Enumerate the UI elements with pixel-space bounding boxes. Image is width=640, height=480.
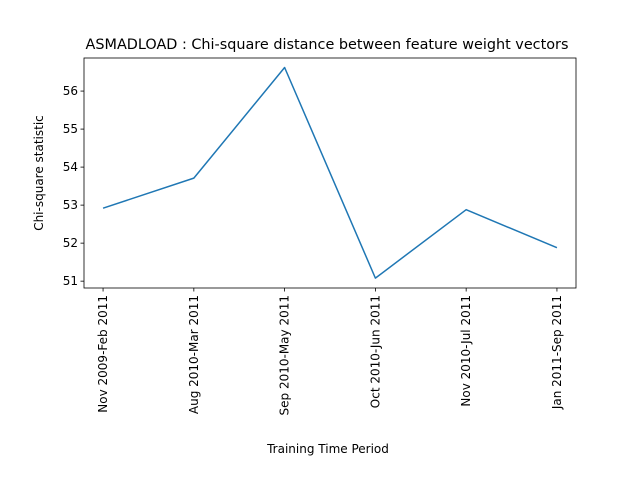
y-tick-label: 52 [63, 236, 78, 250]
y-tick-label: 53 [63, 198, 78, 212]
y-tick-label: 55 [63, 122, 78, 136]
y-tick-label: 56 [63, 84, 78, 98]
x-tick-label: Nov 2009-Feb 2011 [96, 295, 110, 413]
x-axis-label: Training Time Period [266, 442, 389, 456]
y-tick-label: 51 [63, 274, 78, 288]
x-tick-label: Oct 2010-Jun 2011 [368, 295, 382, 408]
line-series [102, 66, 558, 279]
plot-frame [83, 57, 577, 289]
chart-title: ASMADLOAD : Chi-square distance between … [86, 37, 569, 53]
x-tick-label: Aug 2010-Mar 2011 [187, 295, 201, 414]
x-tick-label: Jan 2011-Sep 2011 [550, 295, 564, 410]
y-tick-label: 54 [63, 160, 78, 174]
y-axis-label: Chi-square statistic [32, 115, 46, 231]
x-tick-label: Sep 2010-May 2011 [278, 295, 292, 415]
x-tick-label: Nov 2010-Jul 2011 [459, 295, 473, 407]
